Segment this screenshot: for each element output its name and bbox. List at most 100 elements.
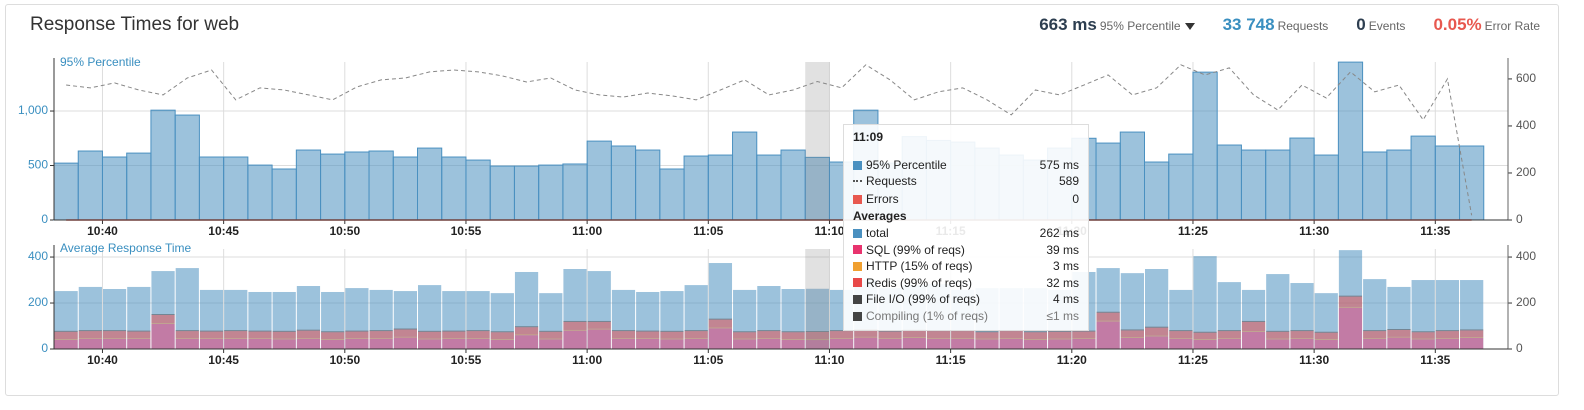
stat: 33 748 Requests [1223,15,1329,35]
tooltip-row: total 262 ms [853,225,1079,241]
bar [174,114,200,221]
bar-segment [1217,331,1241,338]
row-name: HTTP (15% of reqs) [866,259,973,274]
chart-title: Average Response Time [60,241,192,255]
bar-segment [999,338,1023,349]
bar-segment [733,331,757,333]
y-tick-label: 1,000 [18,103,48,117]
bar-segment [805,331,829,340]
bar-segment [224,338,248,349]
bar-segment [926,338,951,349]
bar-segment [757,338,781,349]
bar-segment [660,331,684,339]
bar-segment [1363,330,1387,332]
bar-segment [490,339,514,349]
stat-value: 0 [1356,15,1366,34]
hover-band [805,62,830,220]
bar-segment [902,337,926,338]
bar [1265,149,1291,221]
bar-segment [175,268,199,349]
y-tick-label: 500 [28,158,48,172]
bar [247,164,273,221]
tooltip-row: File I/O (99% of reqs) 4 ms [853,291,1079,307]
bar-segment [199,331,224,338]
bar-segment [878,337,902,339]
bar [126,152,152,221]
bar-segment [1023,339,1048,349]
bar-segment [1314,339,1338,349]
bar-segment [490,332,514,340]
bar-segment [1072,331,1096,338]
bar-segment [248,330,272,332]
bar-segment [563,320,587,322]
bar-segment [345,338,369,349]
bar-segment [1120,337,1144,349]
bar-segment [272,339,296,349]
bar-segment [199,330,224,332]
bar-segment [1266,331,1290,339]
bar-segment [1363,337,1387,339]
bar-segment [1460,337,1484,338]
row-value: 39 ms [1046,242,1079,257]
bar-segment [199,337,224,339]
row-name: 95% Percentile [866,158,947,172]
bar-segment [1217,330,1241,332]
bar-segment [418,331,442,339]
bar [683,155,709,221]
dropdown-caret[interactable] [1184,23,1195,30]
bar-segment [102,337,127,339]
row-value: ≤1 ms [1046,309,1079,323]
bar [320,153,346,221]
x-tick-label: 10:55 [451,224,482,238]
row-value: 3 ms [1052,259,1079,274]
bar-segment [514,326,539,328]
bar-segment [272,331,296,339]
bar-segment [1023,331,1048,333]
bar [804,156,830,221]
bar-segment [1411,331,1435,333]
bar-segment [393,336,417,338]
stat-value: 663 ms [1039,15,1097,34]
y-tick-label: 0 [41,212,48,226]
swatch [853,194,862,204]
bar-segment [442,331,466,338]
bar-segment [1290,330,1314,332]
bar [1313,154,1339,221]
bar [392,156,418,221]
bar-segment [539,339,563,349]
bar-segment [878,331,902,338]
bar-segment [660,338,684,340]
bar-segment [1338,295,1363,297]
bar-segment [1193,256,1217,349]
bar [1362,151,1388,221]
bar-segment [466,331,490,338]
row-name: Requests [866,174,917,188]
bar-segment [902,330,926,338]
tooltip-title: 11:09 [853,130,884,144]
bar-segment [611,331,636,338]
bar-segment [175,337,199,339]
bar-segment [1120,337,1144,338]
bar-segment [54,339,78,349]
bar-segment [587,329,611,349]
tooltip-row: Requests 589 [853,173,1079,189]
x-tick-label: 11:00 [572,224,602,238]
chart-title: 95% Percentile [60,55,141,69]
bar [562,163,588,221]
bar-segment [442,337,466,339]
bar-segment [393,328,417,330]
bar-segment [1193,339,1217,340]
stat-label: Error Rate [1484,19,1540,33]
bar-segment [418,338,442,340]
bar [465,159,491,221]
bar-segment [733,339,757,349]
bar [1459,145,1485,221]
bar-segment [611,330,636,332]
bar [513,165,540,221]
tooltip-row: Compiling (1% of reqs) ≤1 ms [853,308,1079,324]
bar-segment [102,338,127,349]
bar-segment [1460,329,1484,331]
bar-segment [78,338,102,349]
bar [756,154,782,221]
bar-segment [902,337,926,349]
